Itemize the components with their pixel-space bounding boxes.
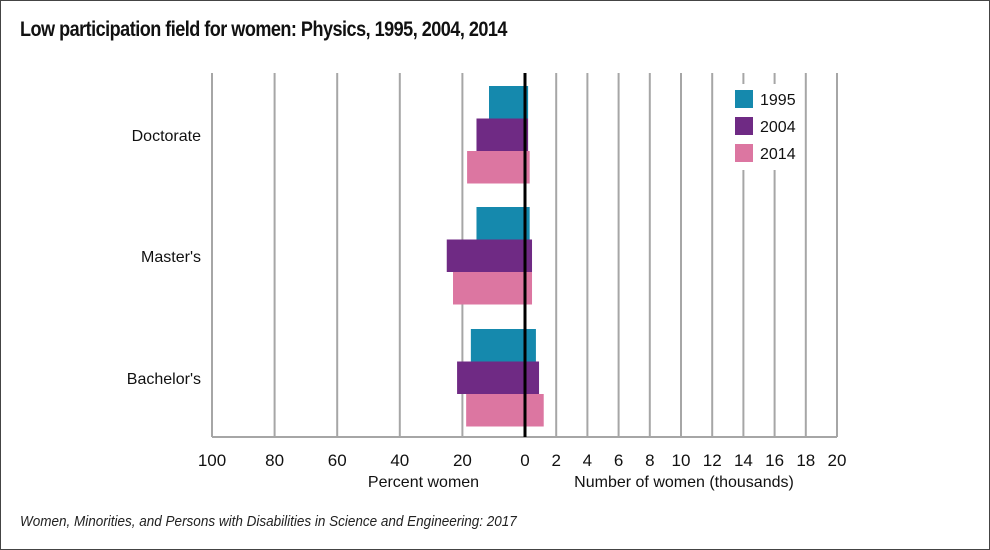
bar-2014 xyxy=(453,272,533,305)
legend-swatch-2004 xyxy=(735,117,753,135)
right-axis-label: Number of women (thousands) xyxy=(574,474,794,491)
left-tick-label: 60 xyxy=(328,451,347,470)
legend-label: 1995 xyxy=(760,92,796,109)
left-tick-label: 0 xyxy=(520,451,529,470)
chart-title: Low participation field for women: Physi… xyxy=(20,18,507,41)
left-tick-label: 20 xyxy=(453,451,472,470)
category-label: Bachelor's xyxy=(127,371,201,388)
right-tick-label: 16 xyxy=(765,451,784,470)
bar-2014 xyxy=(466,394,544,427)
left-tick-label: 100 xyxy=(198,451,226,470)
right-tick-label: 8 xyxy=(645,451,654,470)
legend-label: 2014 xyxy=(760,146,796,163)
bars xyxy=(446,86,544,427)
category-label: Doctorate xyxy=(132,128,201,145)
category-label: Master's xyxy=(141,249,201,266)
legend-label: 2004 xyxy=(760,119,796,136)
source-footer: Women, Minorities, and Persons with Disa… xyxy=(20,513,517,530)
right-tick-label: 12 xyxy=(703,451,722,470)
legend-swatch-1995 xyxy=(735,90,753,108)
bar-2014 xyxy=(467,151,530,184)
tick-labels: 100 80 60 40 20 0 2 4 6 8 10 12 14 16 18 20 xyxy=(198,451,847,470)
right-tick-label: 18 xyxy=(796,451,815,470)
left-tick-label: 80 xyxy=(265,451,284,470)
legend: 1995 2004 2014 xyxy=(728,84,798,170)
bar-2004 xyxy=(446,239,533,272)
right-tick-label: 4 xyxy=(583,451,592,470)
bar-2004 xyxy=(476,118,529,151)
right-tick-label: 20 xyxy=(828,451,847,470)
right-tick-label: 2 xyxy=(551,451,560,470)
right-tick-label: 10 xyxy=(672,451,691,470)
bar-1995 xyxy=(489,86,529,119)
left-axis-label: Percent women xyxy=(368,474,479,491)
bar-2004 xyxy=(457,361,540,394)
right-tick-label: 6 xyxy=(614,451,623,470)
right-tick-label: 14 xyxy=(734,451,753,470)
legend-swatch-2014 xyxy=(735,144,753,162)
bar-1995 xyxy=(476,207,530,240)
left-tick-label: 40 xyxy=(390,451,409,470)
category-labels: Doctorate Master's Bachelor's xyxy=(127,128,201,388)
